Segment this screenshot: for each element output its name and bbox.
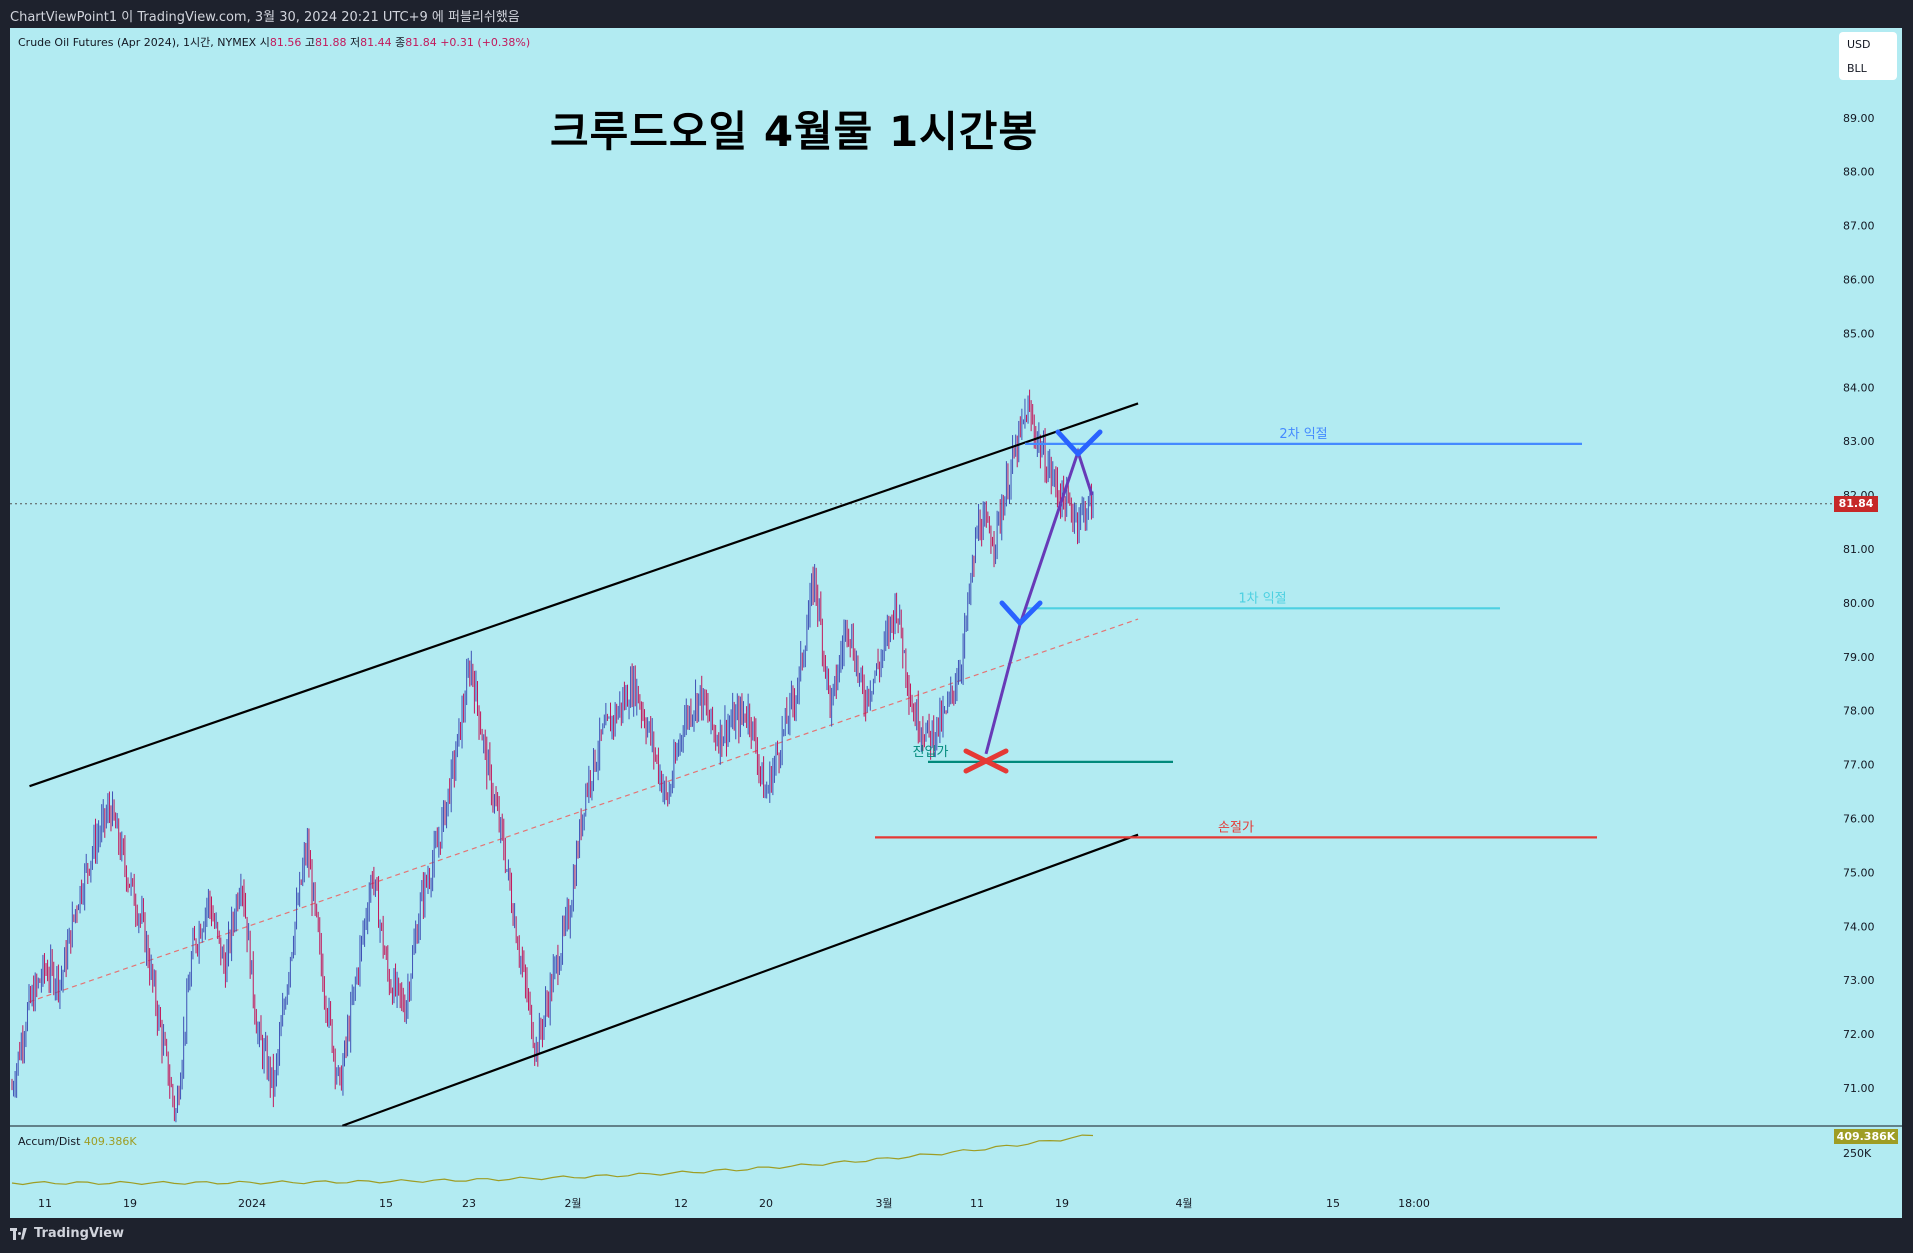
chart-headline[interactable]: 크루드오일 4월물 1시간봉 xyxy=(550,107,1039,156)
low-value: 81.44 xyxy=(360,36,392,49)
footer-bar xyxy=(0,1218,1913,1253)
top-bar: ChartViewPoint1 이 TradingView.com, 3월 30… xyxy=(0,0,1913,28)
change-value: +0.31 (+0.38%) xyxy=(440,36,531,49)
indicator-axis-label: 250K xyxy=(1843,1147,1872,1160)
chart-pane[interactable] xyxy=(10,28,1902,1218)
chart-legend: Crude Oil Futures (Apr 2024), 1시간, NYMEX… xyxy=(18,34,530,50)
attribution-text: ChartViewPoint1 이 TradingView.com, 3월 30… xyxy=(10,10,520,25)
unit-label[interactable]: BLL xyxy=(1847,62,1867,75)
currency-unit-box[interactable]: USD BLL xyxy=(1839,32,1897,80)
close-label: 종 xyxy=(395,36,406,49)
tradingview-logo[interactable]: TradingView xyxy=(10,1226,124,1241)
open-value: 81.56 xyxy=(269,36,302,49)
open-label: 시 xyxy=(259,36,270,49)
indicator-legend: Accum/Dist 409.386K xyxy=(18,1135,137,1148)
close-value: 81.84 xyxy=(405,36,437,49)
symbol-name[interactable]: Crude Oil Futures (Apr 2024), 1시간, NYMEX xyxy=(18,36,257,49)
tradingview-icon xyxy=(10,1227,28,1240)
currency-label[interactable]: USD xyxy=(1847,38,1871,51)
indicator-value: 409.386K xyxy=(83,1135,137,1148)
brand-name: TradingView xyxy=(34,1226,125,1241)
low-label: 저 xyxy=(349,36,361,49)
high-label: 고 xyxy=(304,36,315,49)
indicator-value-tag: 409.386K xyxy=(1834,1129,1898,1144)
last-price-tag: 81.84 xyxy=(1834,496,1878,512)
high-value: 81.88 xyxy=(314,36,347,49)
indicator-name[interactable]: Accum/Dist xyxy=(18,1135,81,1148)
